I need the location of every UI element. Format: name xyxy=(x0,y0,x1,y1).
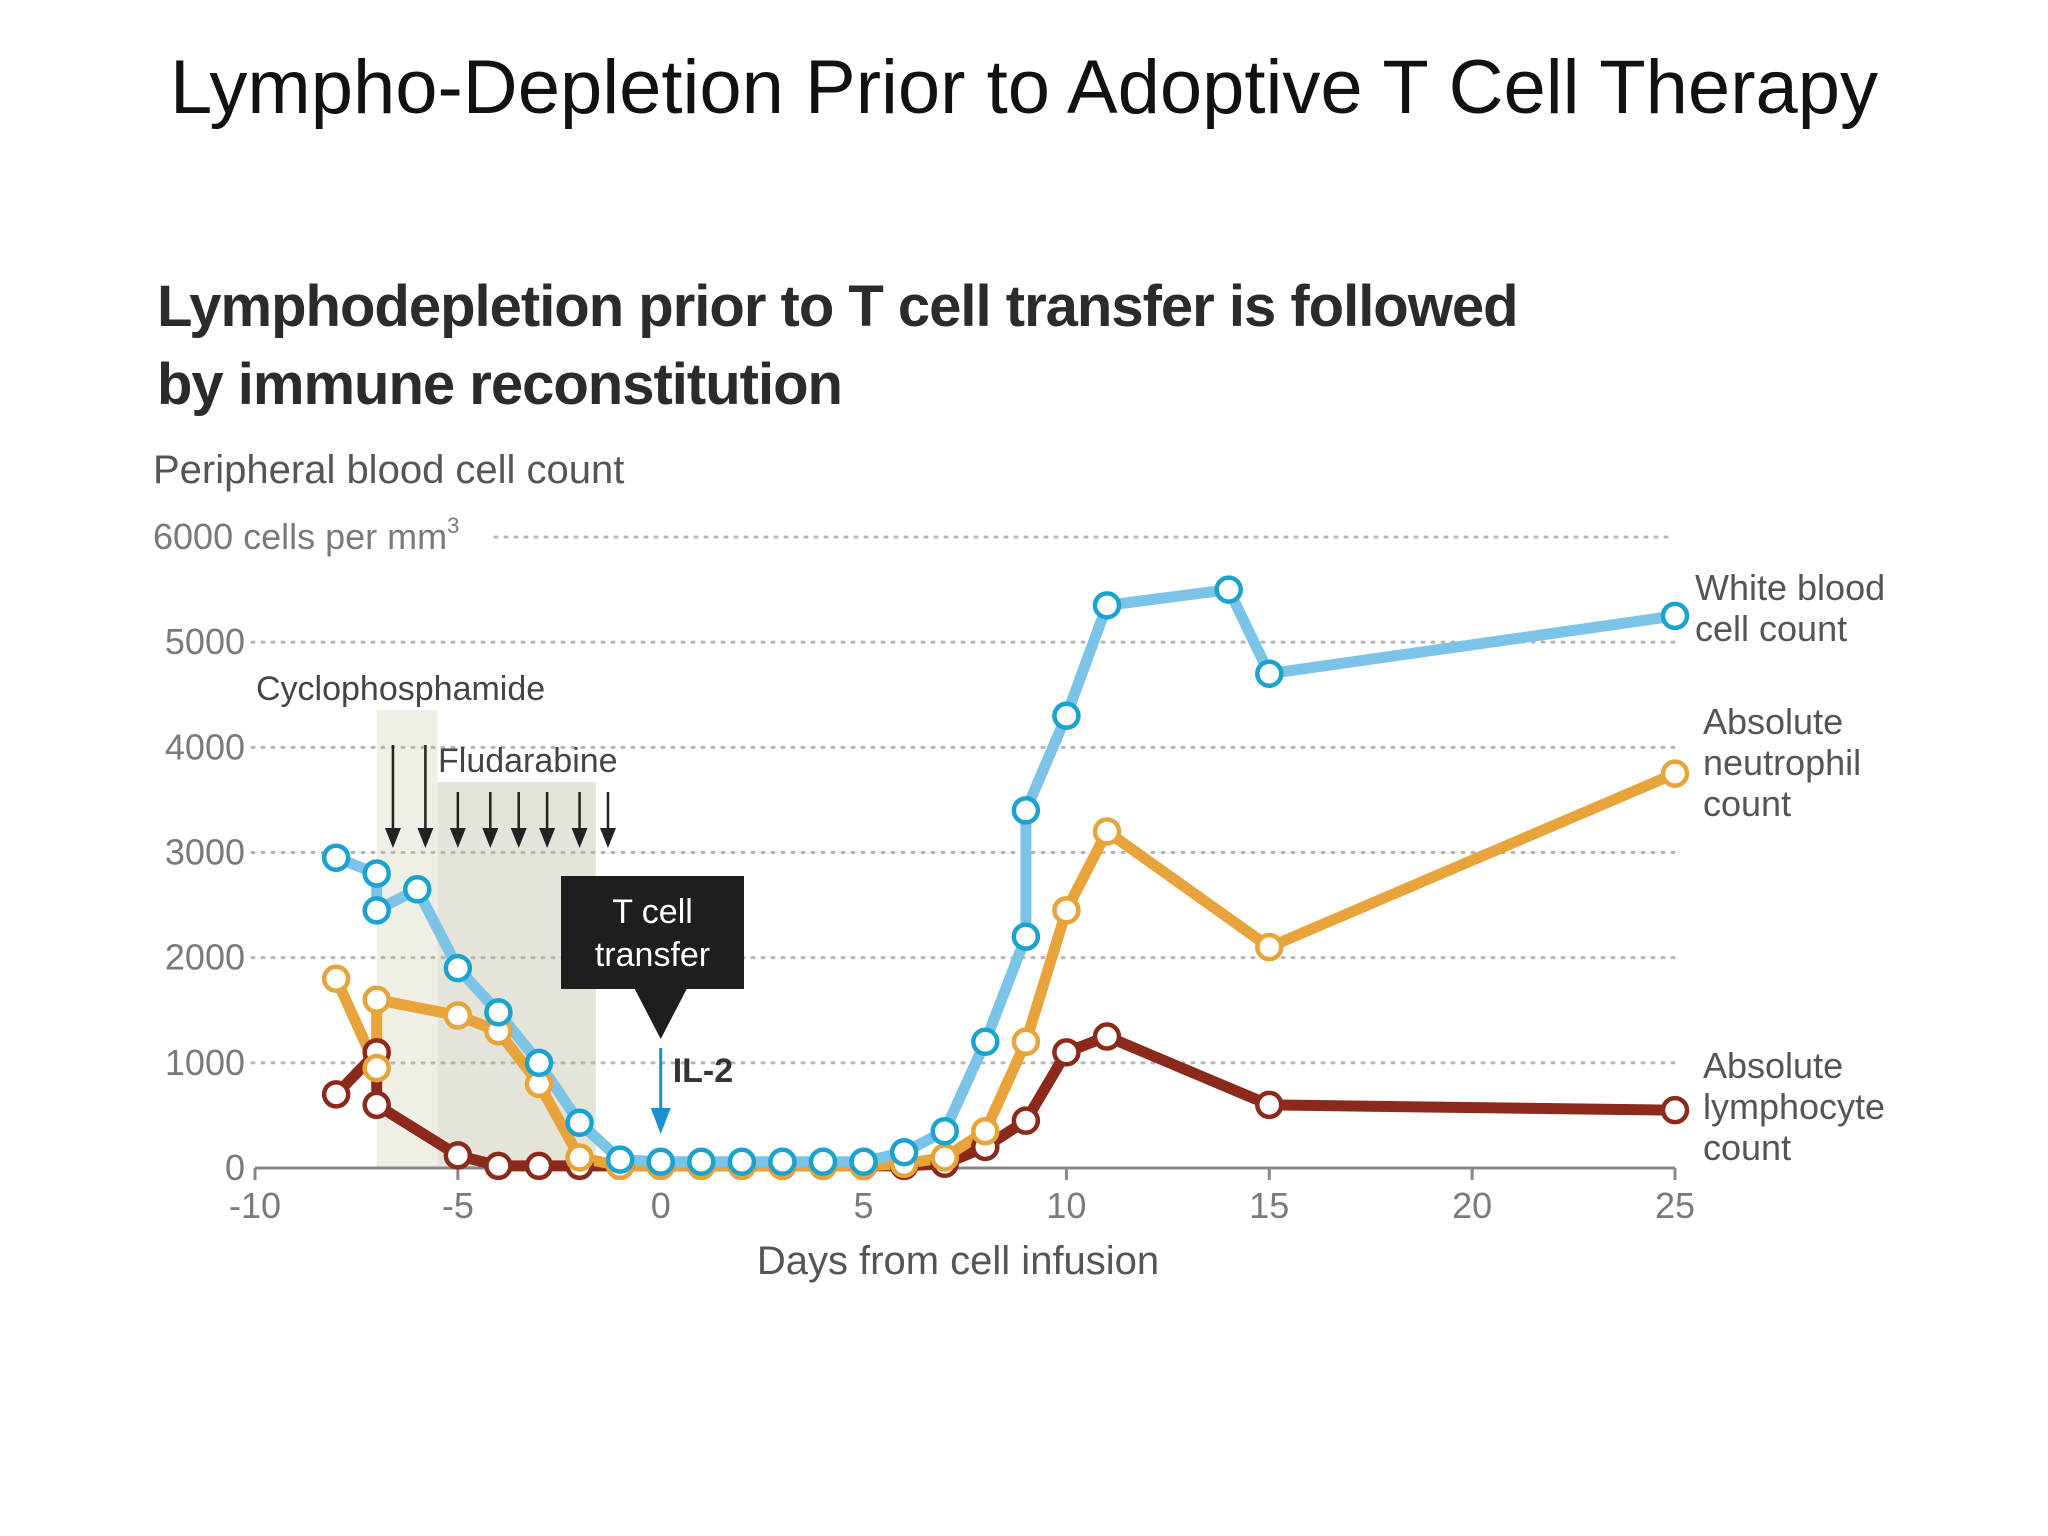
data-point-series-0 xyxy=(321,843,351,873)
data-point-series-2 xyxy=(484,1151,513,1181)
data-point-series-2 xyxy=(1660,1095,1690,1125)
data-point-series-1 xyxy=(565,1143,594,1172)
series-label-1: Absolute xyxy=(1703,701,1843,742)
data-point-series-1 xyxy=(1011,1027,1041,1057)
x-tick-label: -5 xyxy=(442,1185,474,1226)
chart-title-line-2: by immune reconstitution xyxy=(157,352,843,417)
data-point-series-0 xyxy=(646,1147,675,1176)
chart-title: Lymphodepletion prior to T cell transfer… xyxy=(157,268,1519,424)
data-point-series-0 xyxy=(1255,659,1284,688)
fludarabine-dose-arrow-head xyxy=(449,828,466,848)
data-point-series-2 xyxy=(1255,1090,1284,1120)
data-point-series-1 xyxy=(443,1001,473,1030)
data-point-series-0 xyxy=(443,953,473,983)
y-axis-label: Peripheral blood cell count xyxy=(153,448,625,492)
data-point-series-1 xyxy=(1660,759,1690,788)
fludarabine-dose-arrow-head xyxy=(599,828,616,848)
fludarabine-dose-arrow-head xyxy=(539,828,556,848)
y-top-label: 6000 cells per mm3 xyxy=(153,513,459,557)
data-point-series-2 xyxy=(1092,1022,1122,1051)
data-point-series-0 xyxy=(362,896,391,925)
x-tick-label: 10 xyxy=(1046,1185,1086,1226)
y-tick-label: 2000 xyxy=(165,937,245,978)
data-point-series-0 xyxy=(362,859,391,888)
chart-title-line-1: Lymphodepletion prior to T cell transfer… xyxy=(157,274,1519,339)
data-point-series-2 xyxy=(524,1151,554,1181)
slide-title: Lympho-Depletion Prior to Adoptive T Cel… xyxy=(169,45,1879,130)
il2-arrow-head xyxy=(650,1108,671,1134)
data-point-series-1 xyxy=(321,964,351,993)
data-point-series-1 xyxy=(1255,932,1284,962)
data-point-series-0 xyxy=(889,1137,919,1167)
data-point-series-2 xyxy=(1052,1038,1081,1067)
data-point-series-2 xyxy=(1011,1106,1041,1135)
data-point-series-0 xyxy=(403,875,432,904)
x-tick-label: 25 xyxy=(1655,1185,1695,1226)
data-point-series-0 xyxy=(849,1147,878,1176)
data-point-series-1 xyxy=(1052,896,1081,925)
x-axis-label: Days from cell infusion xyxy=(757,1239,1159,1283)
tcell-transfer-text-line-2: transfer xyxy=(595,936,710,974)
tcell-transfer-pointer xyxy=(634,989,687,1039)
data-point-series-0 xyxy=(971,1027,1000,1057)
cyclophosphamide-dose-arrow-head xyxy=(384,828,401,848)
data-point-series-1 xyxy=(971,1116,1000,1146)
cyclophosphamide-region xyxy=(376,710,438,1168)
data-point-series-0 xyxy=(605,1145,635,1174)
fludarabine-dose-arrow-head xyxy=(571,828,588,848)
data-point-series-1 xyxy=(362,1053,391,1083)
data-point-series-0 xyxy=(1011,796,1041,825)
data-point-series-0 xyxy=(1052,701,1081,731)
data-point-series-0 xyxy=(1011,922,1041,951)
fludarabine-dose-arrow-head xyxy=(482,828,499,848)
x-tick-label: 20 xyxy=(1452,1185,1492,1226)
data-point-series-0 xyxy=(1660,601,1690,631)
data-point-series-1 xyxy=(930,1143,959,1172)
data-point-series-0 xyxy=(768,1147,797,1176)
tcell-transfer-callout xyxy=(561,876,744,989)
x-tick-label: 0 xyxy=(651,1185,671,1226)
data-point-series-1 xyxy=(362,985,391,1014)
cyclophosphamide-dose-arrow-head xyxy=(417,828,434,848)
data-point-series-0 xyxy=(524,1048,554,1078)
series-label-2: Absolute xyxy=(1703,1045,1843,1086)
series-label-0: White blood xyxy=(1695,567,1885,608)
series-label-0: cell count xyxy=(1695,608,1847,649)
series-label-1: count xyxy=(1703,783,1791,824)
data-point-series-0 xyxy=(484,998,513,1027)
series-label-2: lymphocyte xyxy=(1703,1086,1885,1127)
series-label-1: neutrophil xyxy=(1703,742,1861,783)
x-tick-label: -10 xyxy=(229,1185,281,1226)
data-point-series-0 xyxy=(1214,575,1243,604)
x-tick-label: 5 xyxy=(854,1185,874,1226)
y-tick-label: 1000 xyxy=(165,1042,245,1083)
y-tick-label: 4000 xyxy=(165,726,245,767)
y-tick-label: 5000 xyxy=(165,621,245,662)
data-point-series-2 xyxy=(321,1080,351,1109)
data-point-series-0 xyxy=(1092,591,1122,620)
y-top-label-sup: 3 xyxy=(447,513,459,538)
il2-label: IL-2 xyxy=(673,1052,733,1090)
fludarabine-dose-arrow-head xyxy=(510,828,527,848)
data-point-series-1 xyxy=(1092,817,1122,846)
x-tick-label: 15 xyxy=(1249,1185,1289,1226)
data-point-series-2 xyxy=(362,1090,391,1120)
data-point-series-0 xyxy=(565,1108,594,1138)
data-point-series-0 xyxy=(727,1147,757,1176)
data-point-series-0 xyxy=(808,1147,838,1176)
y-top-label-text: 6000 cells per mm xyxy=(153,516,447,557)
cyclophosphamide-label: Cyclophosphamide xyxy=(256,670,545,708)
data-point-series-0 xyxy=(687,1147,716,1176)
series-label-2: count xyxy=(1703,1127,1791,1168)
data-point-series-0 xyxy=(930,1116,959,1146)
tcell-transfer-text-line-1: T cell xyxy=(612,893,693,931)
y-tick-label: 0 xyxy=(225,1147,245,1188)
fludarabine-label: Fludarabine xyxy=(438,742,618,780)
y-tick-label: 3000 xyxy=(165,832,245,873)
data-point-series-2 xyxy=(443,1141,473,1170)
